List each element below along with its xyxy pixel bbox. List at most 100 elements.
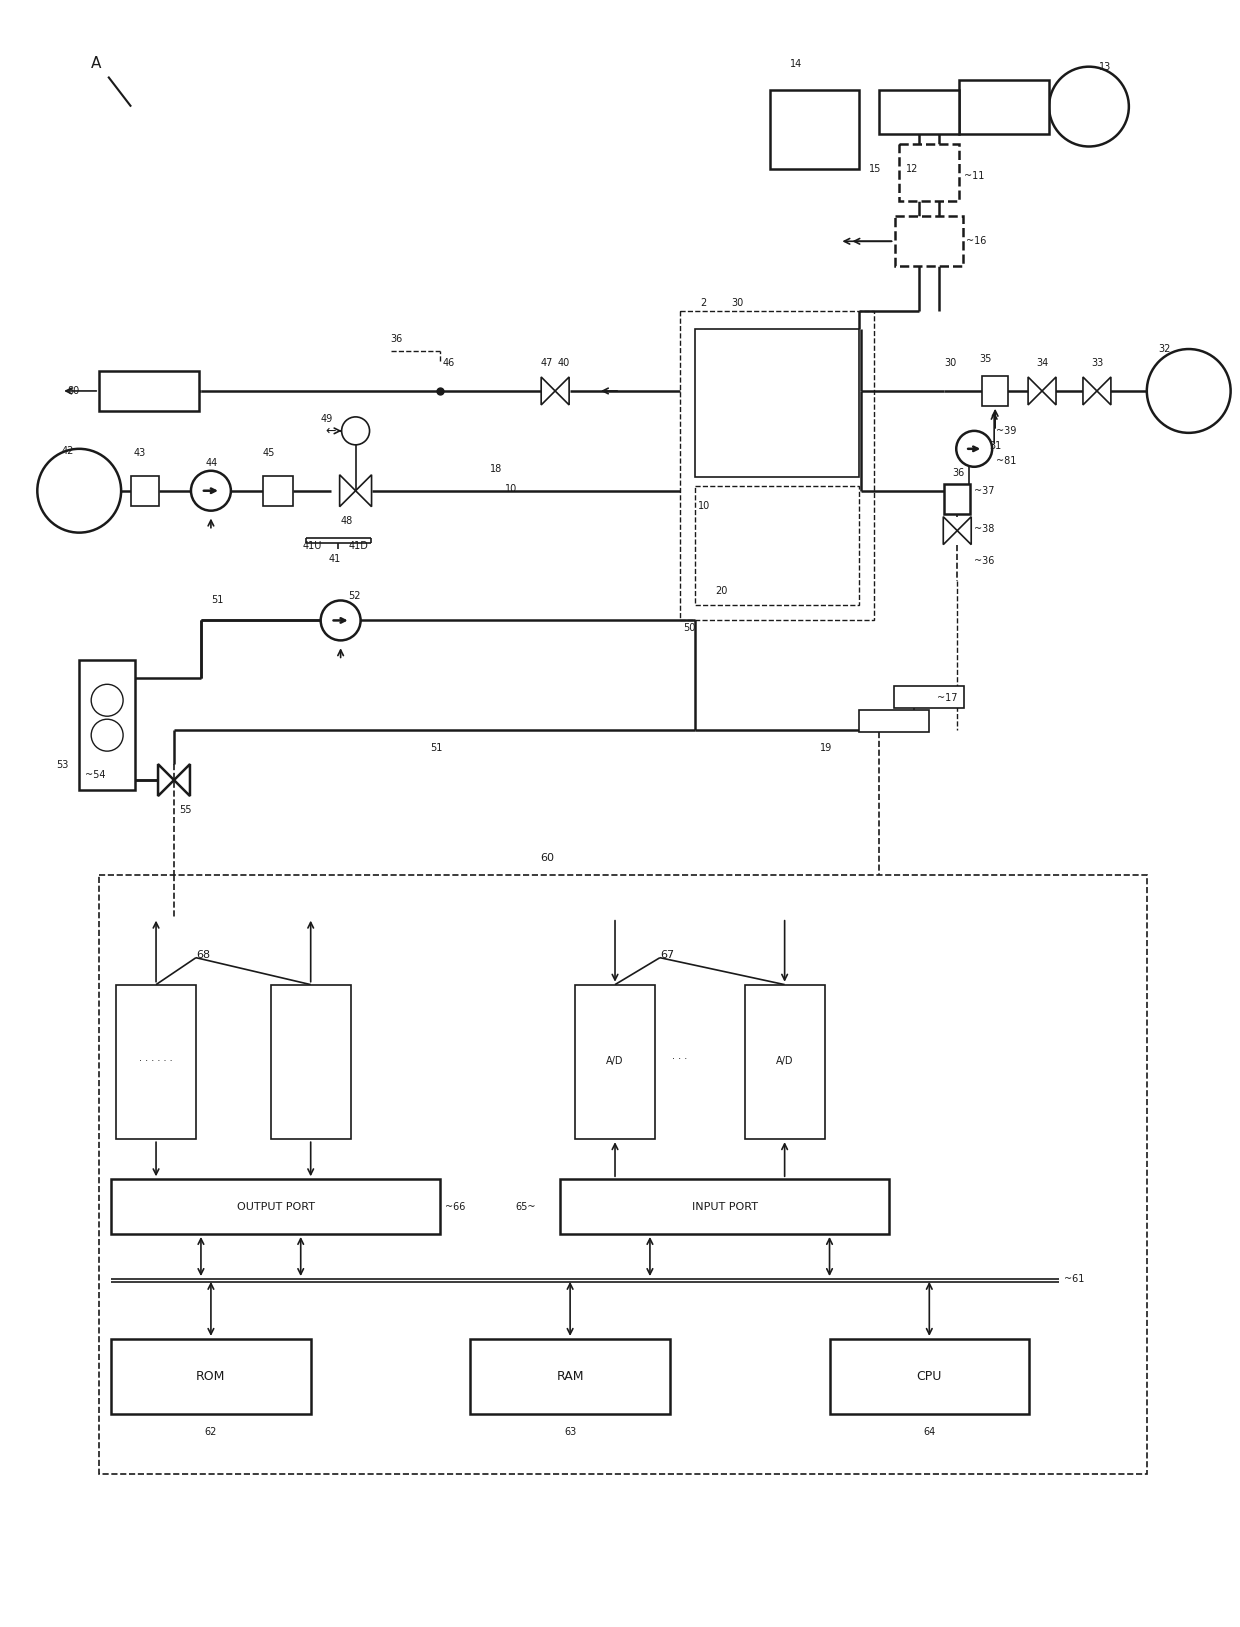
Circle shape bbox=[37, 449, 122, 532]
Text: 80: 80 bbox=[67, 386, 79, 395]
Text: 35: 35 bbox=[980, 355, 992, 364]
Bar bbox=[694, 329, 859, 477]
Text: 13: 13 bbox=[1099, 62, 1111, 72]
Polygon shape bbox=[957, 517, 971, 545]
Bar bbox=[694, 486, 859, 605]
Bar bbox=[112, 1180, 440, 1233]
Polygon shape bbox=[944, 517, 957, 545]
Text: 36: 36 bbox=[391, 334, 403, 343]
Text: ROM: ROM bbox=[196, 1370, 226, 1383]
Text: 30: 30 bbox=[732, 298, 744, 308]
Text: 45: 45 bbox=[263, 447, 275, 457]
Text: 36: 36 bbox=[952, 469, 965, 478]
Bar bbox=[112, 1339, 311, 1414]
Circle shape bbox=[1049, 67, 1128, 146]
Text: 19: 19 bbox=[820, 744, 832, 753]
Text: A/D: A/D bbox=[776, 1056, 794, 1066]
Text: · · · · · ·: · · · · · · bbox=[139, 1056, 172, 1066]
Text: 42: 42 bbox=[61, 446, 73, 456]
Text: ~66: ~66 bbox=[445, 1202, 466, 1212]
Polygon shape bbox=[1028, 377, 1042, 405]
Circle shape bbox=[956, 431, 992, 467]
Bar bbox=[894, 687, 965, 708]
Bar bbox=[575, 984, 655, 1139]
Text: 55: 55 bbox=[179, 805, 191, 815]
Text: 63: 63 bbox=[564, 1427, 577, 1437]
Text: 31: 31 bbox=[990, 441, 1002, 451]
Text: 12: 12 bbox=[906, 164, 919, 174]
Text: 10: 10 bbox=[698, 501, 711, 511]
Text: 62: 62 bbox=[205, 1427, 217, 1437]
Text: ~54: ~54 bbox=[86, 770, 105, 779]
Text: ~17: ~17 bbox=[937, 693, 957, 703]
Bar bbox=[770, 89, 859, 169]
Text: 52: 52 bbox=[348, 592, 361, 602]
Text: 65~: 65~ bbox=[516, 1202, 536, 1212]
Text: 34: 34 bbox=[1037, 358, 1048, 368]
Bar bbox=[79, 661, 135, 791]
Text: 41D: 41D bbox=[348, 540, 368, 550]
Text: 53: 53 bbox=[56, 760, 68, 770]
Polygon shape bbox=[174, 765, 190, 796]
Text: 41U: 41U bbox=[303, 540, 322, 550]
Text: ~81: ~81 bbox=[996, 456, 1017, 465]
Bar bbox=[560, 1180, 889, 1233]
Text: ~16: ~16 bbox=[966, 236, 987, 246]
Text: 43: 43 bbox=[133, 447, 145, 457]
Bar bbox=[859, 711, 929, 732]
Bar bbox=[99, 875, 1147, 1474]
Text: INPUT PORT: INPUT PORT bbox=[692, 1202, 758, 1212]
Text: ←: ← bbox=[326, 425, 336, 438]
Text: ~11: ~11 bbox=[965, 171, 985, 182]
Text: A/D: A/D bbox=[606, 1056, 624, 1066]
Text: 2: 2 bbox=[699, 298, 706, 308]
Text: 18: 18 bbox=[490, 464, 502, 473]
Text: ~36: ~36 bbox=[975, 555, 994, 566]
Bar bbox=[895, 216, 963, 267]
Polygon shape bbox=[1083, 377, 1097, 405]
Polygon shape bbox=[1042, 377, 1056, 405]
Circle shape bbox=[342, 417, 370, 444]
Polygon shape bbox=[340, 475, 356, 506]
Bar bbox=[680, 311, 874, 620]
Polygon shape bbox=[356, 475, 372, 506]
Text: ~38: ~38 bbox=[975, 524, 994, 534]
Text: 68: 68 bbox=[196, 950, 210, 960]
Polygon shape bbox=[556, 377, 569, 405]
Text: 47: 47 bbox=[541, 358, 553, 368]
Bar bbox=[270, 984, 351, 1139]
Text: ~39: ~39 bbox=[996, 426, 1017, 436]
Text: ~61: ~61 bbox=[1064, 1274, 1084, 1284]
Text: 32: 32 bbox=[1159, 343, 1171, 355]
Text: 51: 51 bbox=[211, 595, 223, 605]
Circle shape bbox=[92, 719, 123, 752]
Text: A: A bbox=[91, 57, 102, 72]
Text: 14: 14 bbox=[790, 59, 802, 68]
Circle shape bbox=[191, 470, 231, 511]
Text: CPU: CPU bbox=[916, 1370, 942, 1383]
Bar bbox=[960, 80, 1049, 133]
Text: 67: 67 bbox=[660, 950, 675, 960]
Bar bbox=[131, 475, 159, 506]
Text: 41: 41 bbox=[329, 553, 341, 563]
Text: 10: 10 bbox=[505, 483, 517, 493]
Text: 44: 44 bbox=[206, 457, 218, 469]
Circle shape bbox=[321, 600, 361, 641]
Text: 40: 40 bbox=[557, 358, 569, 368]
Bar bbox=[263, 475, 293, 506]
Bar bbox=[945, 483, 970, 514]
Bar bbox=[117, 984, 196, 1139]
Text: 50: 50 bbox=[683, 623, 696, 633]
Text: 15: 15 bbox=[869, 164, 882, 174]
Text: 46: 46 bbox=[443, 358, 455, 368]
Text: 51: 51 bbox=[430, 744, 443, 753]
Text: 33: 33 bbox=[1091, 358, 1104, 368]
Text: 48: 48 bbox=[341, 516, 353, 526]
Text: 20: 20 bbox=[714, 586, 727, 595]
Text: · · ·: · · · bbox=[672, 1054, 687, 1064]
Text: 49: 49 bbox=[321, 413, 332, 425]
Text: 64: 64 bbox=[924, 1427, 935, 1437]
Bar bbox=[899, 143, 960, 202]
Bar bbox=[99, 371, 198, 412]
Bar bbox=[982, 376, 1008, 405]
